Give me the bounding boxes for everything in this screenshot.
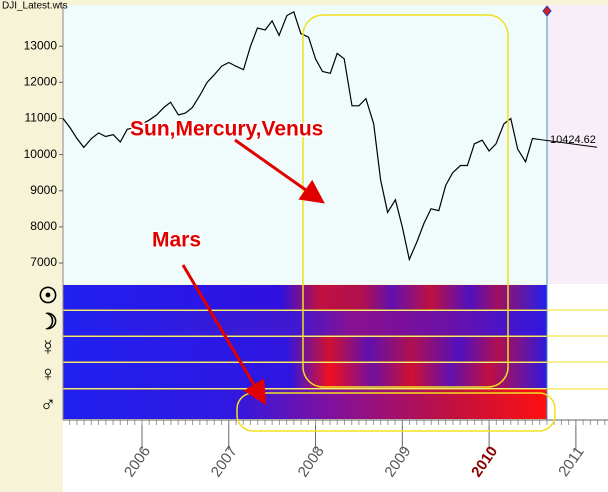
heat-row — [63, 337, 547, 362]
heatmap-row-label: ☽ — [38, 309, 58, 334]
highlight-box — [236, 392, 556, 432]
heatmap — [63, 285, 547, 419]
y-tick-label: 8000 — [30, 219, 57, 233]
heatmap-row-label: ☉ — [38, 283, 58, 308]
y-tick-label: 12000 — [24, 75, 58, 89]
y-tick-label: 7000 — [30, 255, 57, 269]
future-heat-panel — [547, 284, 608, 420]
arrow — [234, 138, 325, 204]
price-panel — [63, 5, 547, 284]
heat-row — [63, 389, 547, 419]
y-tick-label: 11000 — [25, 111, 58, 125]
arrow — [181, 264, 267, 406]
now-marker — [542, 5, 552, 17]
heat-row — [63, 311, 547, 336]
heatmap-row-label: ♂ — [40, 391, 57, 416]
last-value-leader — [537, 138, 598, 148]
y-tick-label: 10000 — [24, 147, 58, 161]
file-name: DJI_Latest.wts — [2, 1, 68, 12]
heatmap-row-label: ☿ — [40, 335, 57, 360]
y-tick-label: 13000 — [24, 38, 58, 52]
last-value-label: 10424.62 — [550, 134, 596, 146]
price-line — [62, 11, 538, 262]
x-axis-panel — [63, 420, 608, 492]
annotation: Mars — [152, 229, 201, 252]
heat-row — [63, 285, 547, 310]
heatmap-row-label: ♀ — [40, 361, 57, 386]
annotation: Sun,Mercury,Venus — [130, 118, 323, 141]
y-tick-label: 9000 — [30, 183, 57, 197]
